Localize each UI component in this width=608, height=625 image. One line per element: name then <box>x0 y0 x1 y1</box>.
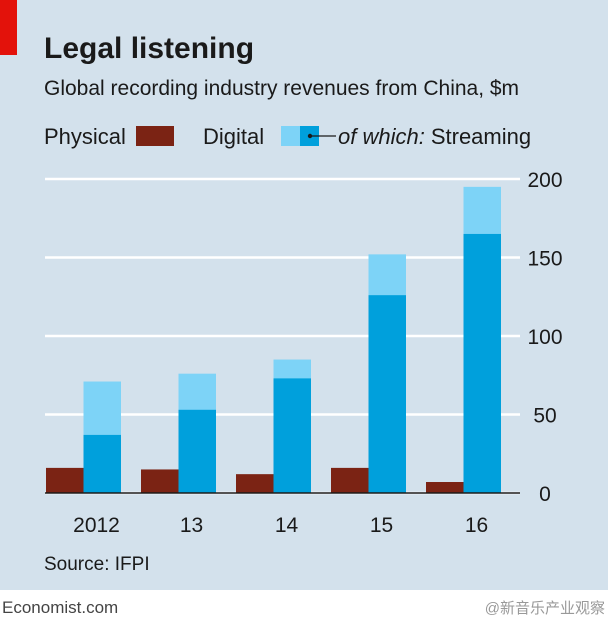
bar <box>331 467 369 493</box>
bar <box>46 467 84 493</box>
source: Source: IFPI <box>44 554 150 575</box>
bar <box>141 469 179 493</box>
x-tick-label: 13 <box>180 514 203 537</box>
x-tick-label: 15 <box>370 514 393 537</box>
legend-label: Streaming <box>431 124 531 149</box>
bar <box>463 233 501 493</box>
y-tick-label: 50 <box>533 405 556 428</box>
watermark: @新音乐产业观察 <box>485 599 605 617</box>
y-tick-label: 0 <box>539 483 551 506</box>
y-tick-label: 150 <box>527 248 562 271</box>
legend-swatch <box>136 126 174 146</box>
bar <box>273 378 311 493</box>
x-tick-label: 14 <box>275 514 299 537</box>
chart-subtitle: Global recording industry revenues from … <box>44 77 519 100</box>
y-tick-label: 200 <box>527 169 562 192</box>
bar <box>178 409 216 493</box>
bar <box>426 482 464 493</box>
legend-note: of which: <box>338 124 425 149</box>
legend-label: Physical <box>44 124 126 149</box>
legend-swatch <box>281 126 300 146</box>
legend-dot <box>307 133 313 139</box>
red-tab <box>0 0 17 55</box>
chart-title: Legal listening <box>44 32 254 65</box>
bar <box>236 474 274 493</box>
footer: Economist.com <box>2 598 118 617</box>
x-tick-label: 2012 <box>73 514 120 537</box>
y-tick-label: 100 <box>527 326 562 349</box>
bar <box>368 295 406 493</box>
x-tick-label: 16 <box>465 514 488 537</box>
legend-label: Digital <box>203 124 264 149</box>
bar <box>83 434 121 493</box>
